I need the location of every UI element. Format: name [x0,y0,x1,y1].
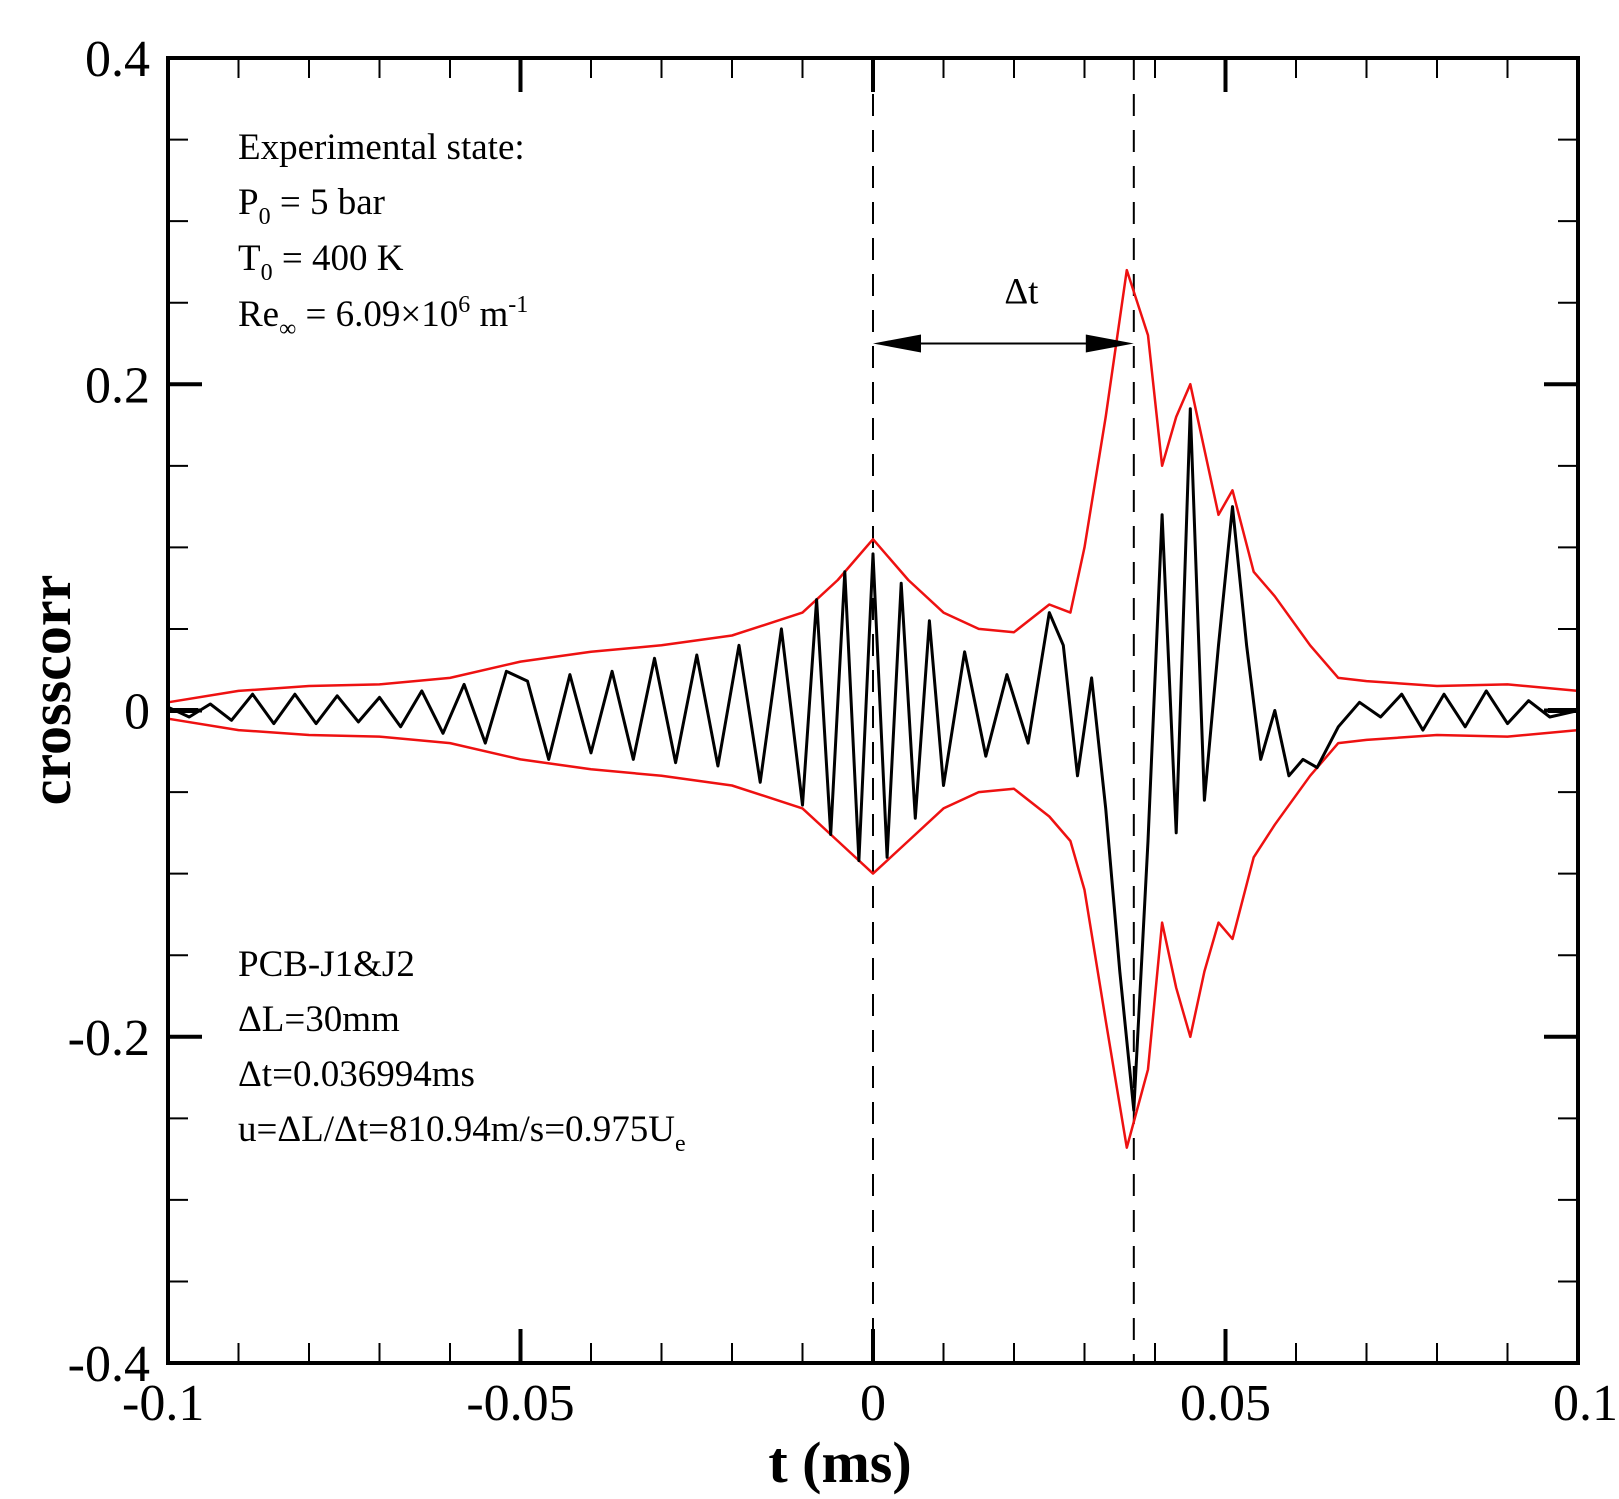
y-axis-title: crosscorr [18,575,83,806]
re-unit-sup: -1 [508,292,528,318]
delta-t-arrowhead-right [1085,334,1134,353]
x-tick-label: 0.1 [1553,1375,1618,1432]
x-tick-label: 0 [860,1375,886,1432]
state-title: Experimental state: [238,127,525,168]
series-envelope-upper [167,268,1579,704]
x-tick-label: -0.1 [122,1375,204,1432]
delta-t-label: Δt=0.036994ms [238,1054,475,1095]
sensor-label: PCB-J1&J2 [238,944,415,985]
minor-ticks [168,58,1578,1363]
x-tick-labels: -0.1 -0.05 0 0.05 0.1 [122,1375,1618,1432]
p0-line: P0 = 5 bar [238,182,385,230]
velocity-sub: e [675,1131,686,1157]
y-tick-label: -0.4 [68,1336,150,1393]
p0-base: P [238,182,259,223]
measurement-annotation: PCB-J1&J2 ΔL=30mm Δt=0.036994ms u=ΔL/Δt=… [238,944,686,1157]
x-axis-title: t (ms) [768,1430,911,1495]
re-sub: ∞ [279,316,296,342]
p0-sub: 0 [259,204,271,230]
t0-base: T [238,238,261,279]
y-tick-label: 0.4 [85,31,150,88]
re-mid: = 6.09×10 [296,294,458,335]
y-tick-label: 0.2 [85,357,150,414]
plot-frame [166,56,1580,1365]
velocity-label: u=ΔL/Δt=810.94m/s=0.975Ue [238,1109,686,1157]
series-envelope-lower [167,717,1579,1149]
delta-t-arrow: Δt [873,271,1134,353]
delta-t-arrow-label: Δt [1004,271,1039,312]
series-crosscorr [167,407,1579,1112]
x-tick-label: -0.05 [466,1375,574,1432]
reference-lines [872,58,1135,1363]
velocity-base: u=ΔL/Δt=810.94m/s=0.975U [238,1109,675,1150]
x-tick-label: 0.05 [1180,1375,1271,1432]
re-base: Re [238,294,279,335]
re-line: Re∞ = 6.09×106 m-1 [238,292,528,342]
p0-rest: = 5 bar [271,182,385,223]
y-tick-labels: -0.4 -0.2 0 0.2 0.4 [68,31,150,1393]
delta-l-label: ΔL=30mm [238,999,400,1040]
y-tick-label: -0.2 [68,1010,150,1067]
t0-line: T0 = 400 K [238,238,404,286]
re-unit: m [470,294,508,335]
y-tick-label: 0 [124,684,150,741]
t0-rest: = 400 K [273,238,404,279]
delta-t-arrowhead-left [873,334,921,353]
t0-sub: 0 [261,260,273,286]
experimental-state-annotation: Experimental state: P0 = 5 bar T0 = 400 … [238,127,528,342]
series-layer [167,268,1579,1149]
re-sup: 6 [458,292,470,318]
